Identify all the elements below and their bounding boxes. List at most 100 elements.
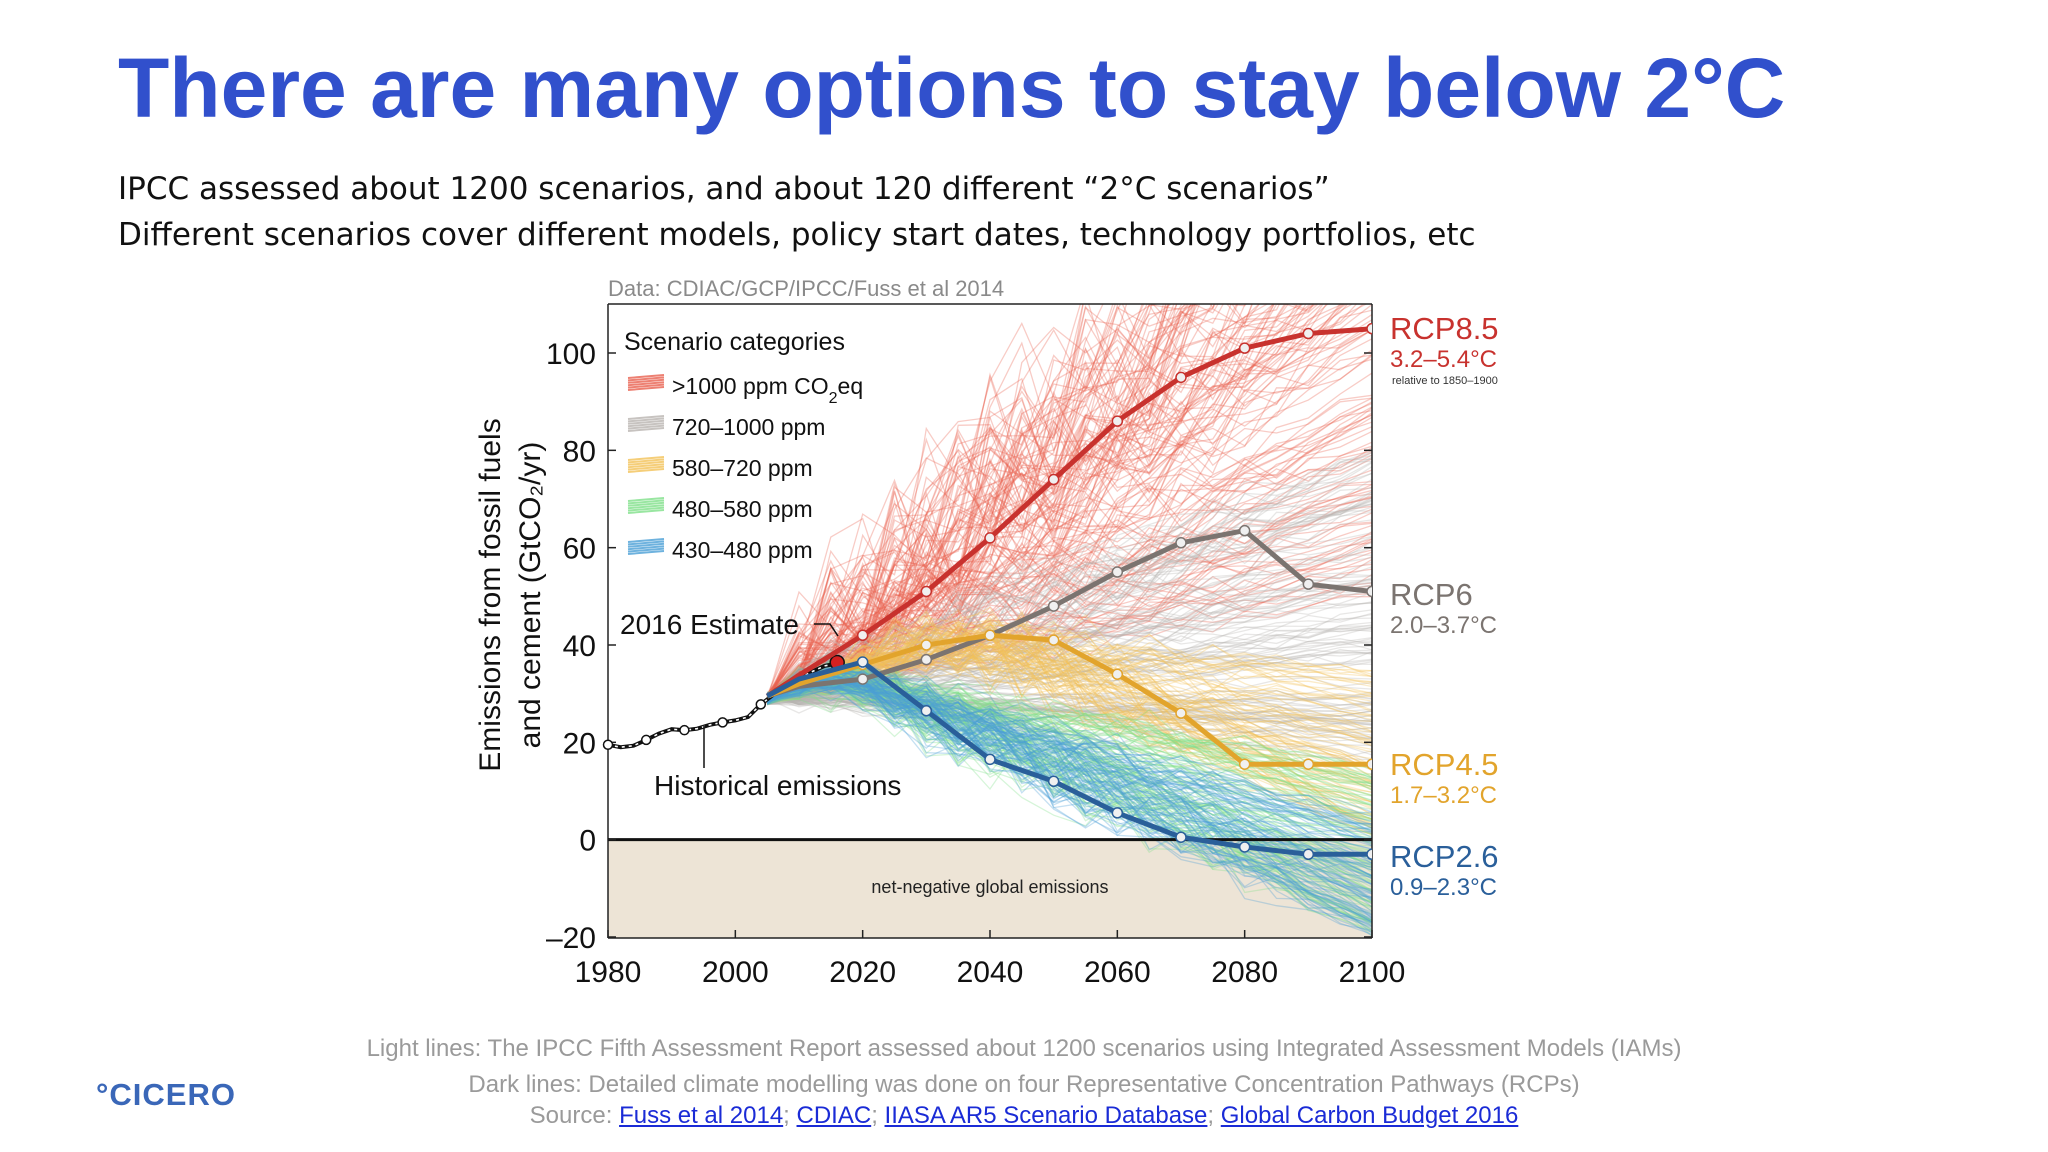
scenario-line	[767, 649, 1372, 699]
source-link-cdiac[interactable]: CDIAC	[796, 1102, 872, 1129]
scenario-line	[766, 671, 1372, 877]
source-link-gcb[interactable]: Global Carbon Budget 2016	[1220, 1102, 1519, 1129]
scenario-line	[766, 667, 1372, 854]
scenario-line	[767, 690, 1372, 932]
legend-swatch-line	[627, 499, 665, 505]
rcp-point	[1238, 841, 1251, 853]
scenario-line	[766, 304, 1183, 702]
scenario-line	[767, 671, 1372, 815]
scenario-line	[766, 680, 1372, 871]
scenario-line	[767, 326, 1372, 704]
scenario-line	[767, 680, 1372, 883]
scenario-line	[767, 358, 1372, 698]
rcp-label: RCP8.5	[1390, 311, 1499, 346]
scenario-line	[767, 697, 1372, 722]
scenario-line	[766, 557, 1372, 700]
source-link-iiasa[interactable]: IIASA AR5 Scenario Database	[884, 1102, 1208, 1129]
rcp-point	[856, 656, 869, 668]
scenario-line	[766, 309, 1372, 695]
historical-point	[679, 724, 690, 736]
scenario-line	[766, 635, 1372, 836]
scenario-line	[766, 304, 1286, 702]
scenario-line	[766, 304, 1188, 700]
scenario-line	[767, 699, 1372, 725]
scenario-line	[766, 665, 1372, 903]
scenario-line	[767, 701, 1372, 738]
scenario-line	[766, 304, 1343, 697]
scenario-line	[766, 304, 1365, 702]
scenario-line	[767, 304, 1372, 701]
scenario-line	[767, 665, 1372, 862]
legend-swatch-line	[627, 545, 665, 551]
rcp-point	[1366, 585, 1372, 598]
scenario-line	[767, 642, 1372, 772]
legend-label: >1000 ppm CO2eq	[672, 373, 863, 407]
scenario-line	[767, 680, 1372, 882]
scenario-line	[766, 680, 1372, 852]
scenario-line	[766, 304, 1274, 698]
scenario-line	[766, 679, 1372, 925]
scenario-line	[766, 645, 1372, 706]
scenario-line	[767, 445, 1372, 695]
scenario-line	[767, 451, 1372, 696]
scenario-line	[767, 652, 1372, 702]
scenario-line	[766, 674, 1372, 923]
scenario-line	[766, 677, 1372, 833]
scenario-line	[766, 667, 1372, 847]
scenario-line	[766, 304, 1346, 699]
x-tick-label: 1980	[575, 956, 642, 989]
scenario-line	[766, 304, 1215, 697]
legend-swatch-line	[627, 419, 665, 425]
scenario-line	[767, 304, 1253, 706]
scenario-line	[767, 497, 1372, 697]
scenario-line	[767, 626, 1372, 705]
scenario-line	[766, 664, 1372, 905]
scenario-line	[767, 673, 1372, 786]
scenario-line	[766, 670, 1372, 813]
scenario-line	[766, 354, 1372, 699]
scenario-line	[766, 304, 1312, 694]
scenario-line	[767, 588, 1372, 700]
y-tick-label: 0	[579, 825, 596, 858]
rcp-point	[984, 629, 996, 642]
rcp-point	[1047, 775, 1060, 788]
scenario-line	[767, 695, 1372, 723]
scenario-line	[766, 679, 1372, 902]
scenario-line	[766, 697, 1372, 756]
scenario-line	[766, 680, 1372, 834]
source-link-fuss[interactable]: Fuss et al 2014	[619, 1102, 784, 1129]
scenario-line	[766, 668, 1372, 828]
net-negative-region	[608, 839, 1372, 938]
scenario-line	[766, 675, 1372, 887]
scenario-line	[766, 675, 1372, 916]
scenario-line	[766, 304, 1153, 701]
scenario-line	[766, 630, 1372, 815]
scenario-line	[767, 658, 1372, 700]
scenario-line	[767, 683, 1372, 893]
scenario-line	[766, 675, 1372, 822]
scenario-line	[766, 461, 1372, 705]
scenario-line	[766, 684, 1372, 892]
legend-swatch-line	[627, 376, 665, 382]
scenario-line	[766, 665, 1372, 797]
scenario-line	[766, 304, 1128, 696]
scenario-line	[767, 664, 1372, 919]
scenario-line	[767, 690, 1372, 703]
scenario-line	[767, 613, 1372, 704]
x-tick-label: 2040	[957, 956, 1024, 989]
scenario-line	[766, 304, 1192, 704]
scenario-line	[766, 673, 1372, 814]
subtitle: IPCC assessed about 1200 scenarios, and …	[118, 166, 1476, 258]
rcp-point	[1302, 848, 1315, 861]
rcp-temp-range: 2.0–3.7°C	[1390, 612, 1497, 639]
caption-dark-lines: Dark lines: Detailed climate modelling w…	[468, 1071, 1580, 1098]
scenario-line	[766, 304, 1192, 697]
scenario-line	[766, 542, 1372, 705]
estimate-annotation: 2016 Estimate	[620, 609, 799, 640]
scenario-line	[766, 483, 1372, 701]
scenario-line	[766, 644, 1372, 783]
scenario-line	[766, 304, 1190, 699]
scenario-line	[766, 314, 1372, 705]
scenario-line	[767, 671, 1372, 924]
scenario-line	[767, 609, 1372, 788]
